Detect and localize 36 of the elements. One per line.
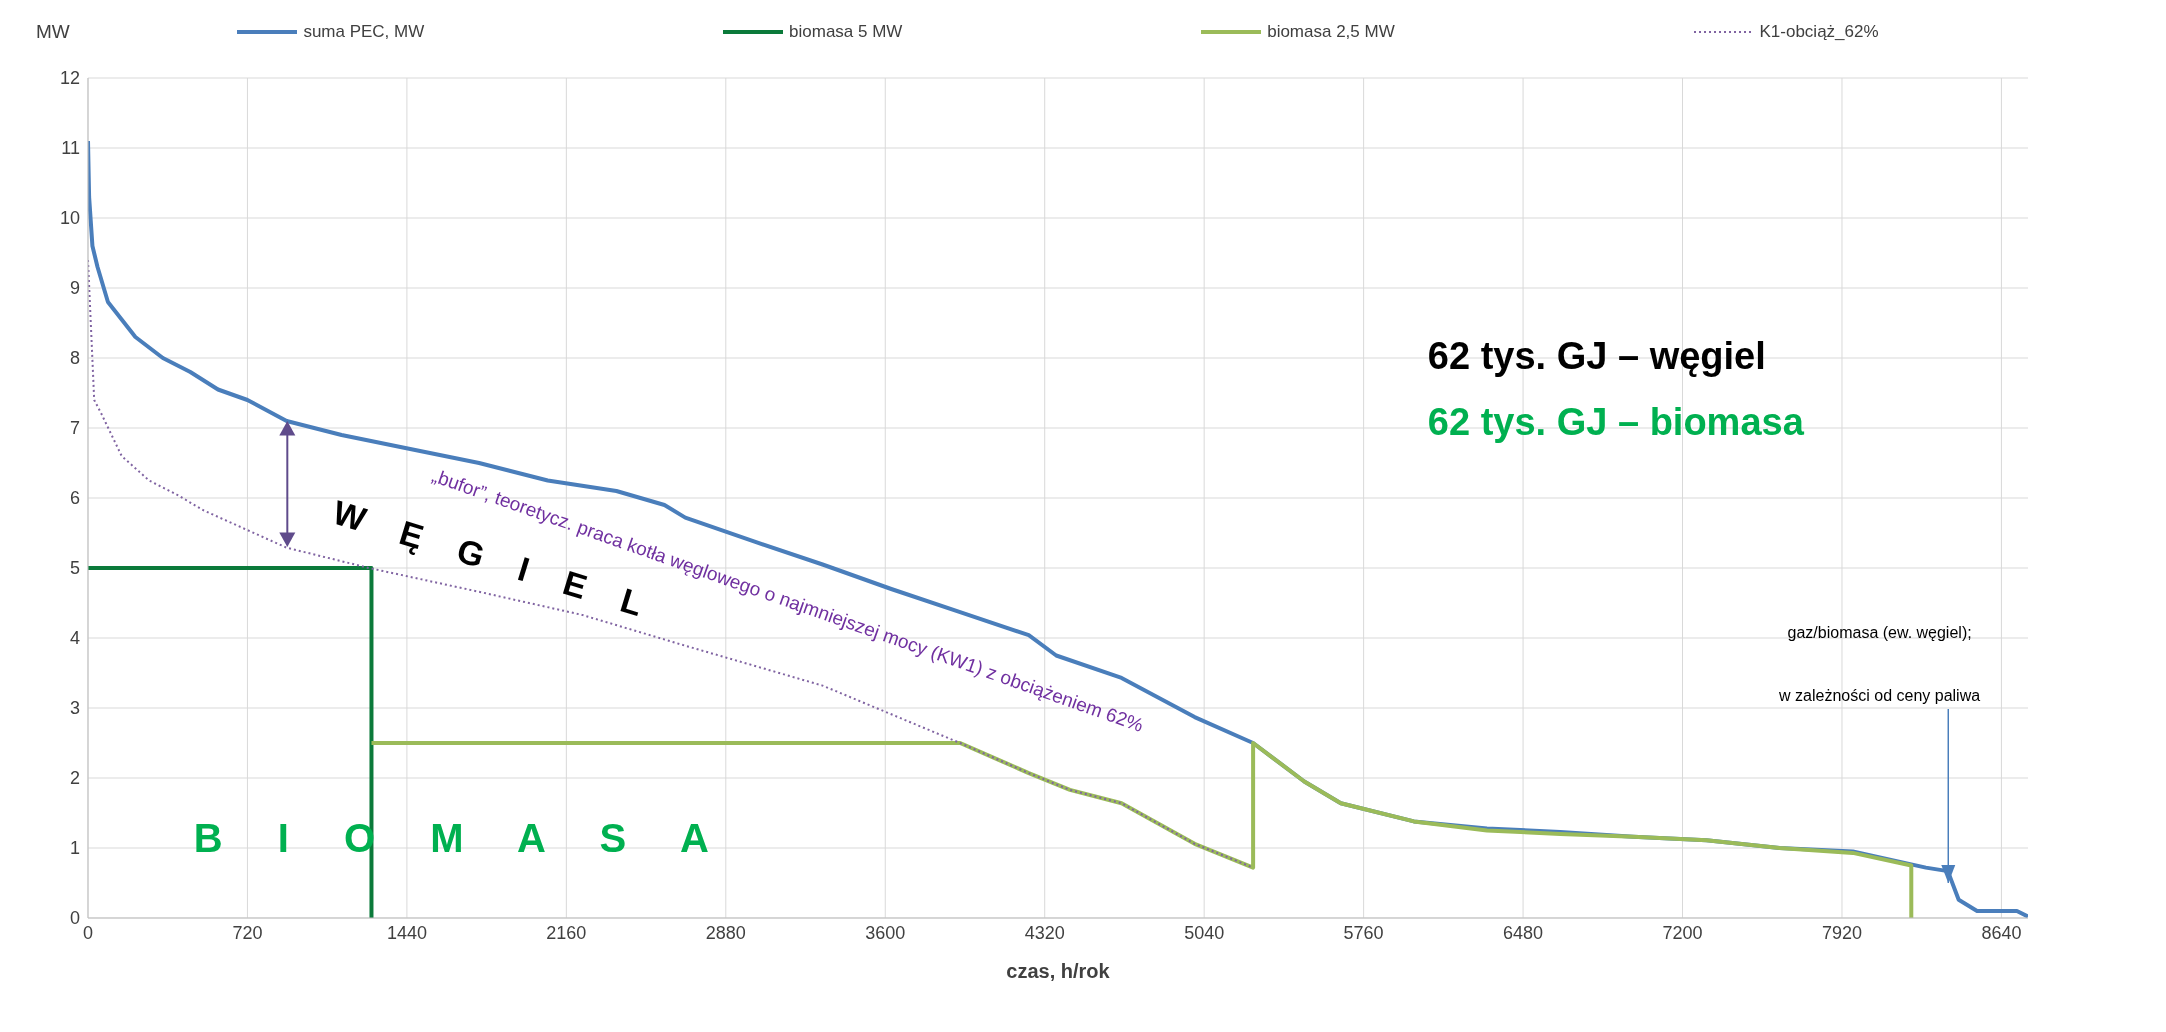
- x-tick-label: 6480: [1503, 922, 1544, 943]
- x-tick-label: 5040: [1184, 922, 1225, 943]
- x-tick-label: 8640: [1981, 922, 2022, 943]
- y-tick-label: 11: [61, 138, 80, 159]
- annotation: w zależności od ceny paliwa: [1778, 687, 1981, 704]
- y-tick-label: 12: [59, 68, 80, 89]
- y-tick-label: 6: [69, 488, 80, 509]
- annotation: 62 tys. GJ – węgiel: [1427, 334, 1766, 377]
- y-axis-title: MW: [36, 21, 70, 42]
- x-tick-label: 4320: [1024, 922, 1065, 943]
- y-tick-label: 3: [69, 698, 80, 719]
- legend-label: suma PEC, MW: [303, 22, 425, 42]
- x-tick-label: 2880: [705, 922, 746, 943]
- x-tick-label: 1440: [386, 922, 427, 943]
- x-tick-label: 5760: [1343, 922, 1384, 943]
- y-tick-label: 5: [69, 558, 80, 579]
- x-tick-label: 720: [232, 922, 263, 943]
- y-tick-label: 9: [69, 278, 80, 299]
- x-tick-label: 7200: [1662, 922, 1703, 943]
- y-tick-label: 10: [59, 208, 80, 229]
- y-tick-label: 4: [69, 628, 80, 649]
- y-tick-label: 8: [69, 348, 80, 369]
- legend-label: biomasa 5 MW: [789, 22, 903, 42]
- x-tick-label: 0: [82, 922, 94, 943]
- legend-label: K1-obciąż_62%: [1759, 22, 1879, 42]
- x-axis-title: czas, h/rok: [1006, 960, 1111, 982]
- annotation: 62 tys. GJ – biomasa: [1427, 401, 1805, 443]
- annotation: gaz/biomasa (ew. węgiel);: [1787, 624, 1972, 641]
- y-tick-label: 7: [69, 418, 80, 439]
- legend-label: biomasa 2,5 MW: [1267, 22, 1395, 42]
- x-tick-label: 2160: [546, 922, 587, 943]
- x-tick-label: 7920: [1821, 922, 1862, 943]
- y-tick-label: 1: [69, 838, 80, 859]
- y-tick-label: 0: [69, 908, 80, 929]
- y-tick-label: 2: [69, 768, 80, 789]
- x-tick-label: 3600: [865, 922, 906, 943]
